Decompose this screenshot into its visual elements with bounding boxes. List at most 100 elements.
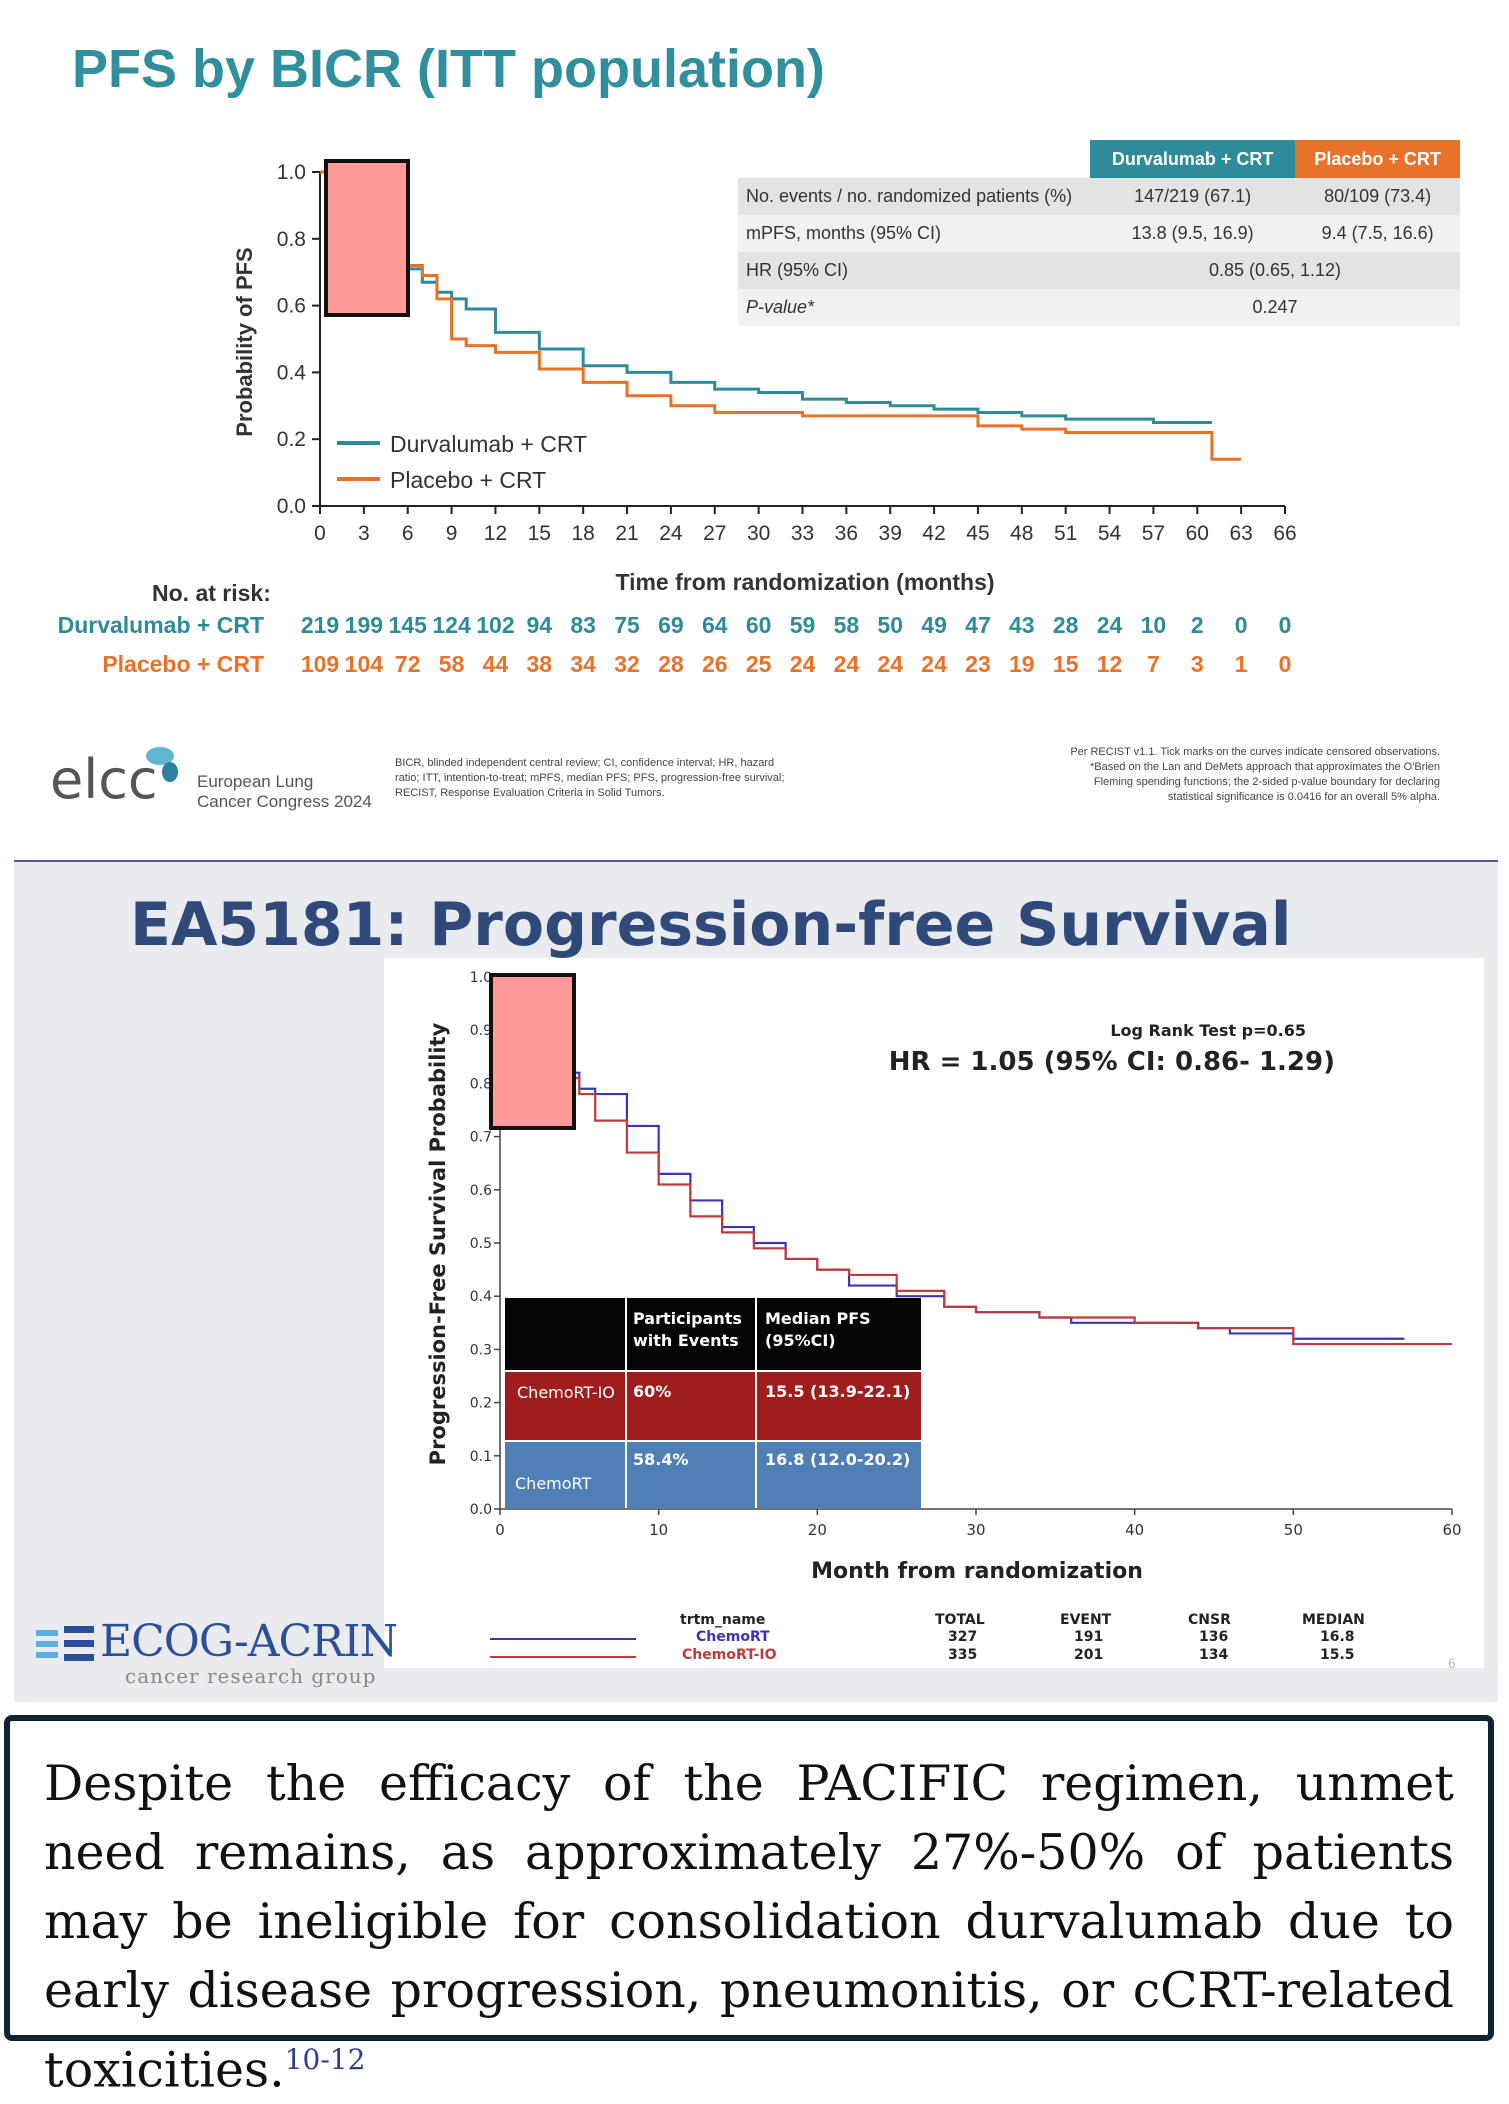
legend-cell: 191 <box>1074 1629 1104 1645</box>
x-tick-label: 20 <box>808 1521 827 1539</box>
risk-cell: 43 <box>1009 612 1035 638</box>
risk-cell: 28 <box>1052 612 1079 638</box>
x-tick-label: 12 <box>484 522 507 545</box>
risk-cell: 0 <box>1278 612 1292 638</box>
risk-cell: 38 <box>526 651 553 677</box>
ecog-logo-text: ECOG-ACRIN <box>100 1616 398 1667</box>
x-tick-label: 48 <box>1010 522 1033 545</box>
risk-cell: 145 <box>388 612 427 638</box>
x-axis-label: Time from randomization (months) <box>615 569 994 595</box>
y-tick-label: 0.4 <box>277 361 307 384</box>
x-tick-label: 45 <box>966 522 989 545</box>
risk-cell: 10 <box>1140 612 1167 638</box>
risk-cell: 94 <box>526 612 553 638</box>
legend-cell: 16.8 <box>1320 1629 1355 1645</box>
pfs-bicr-chart: 0 3 6 9 12 15 18 21 24 27 30 33 36 39 42 45 48 51 54 57 60 63… <box>232 159 1297 595</box>
x-tick-label: 54 <box>1098 522 1122 545</box>
risk-cell: 83 <box>570 612 596 638</box>
table-header-median: Median PFS (95%CI) <box>765 1309 871 1350</box>
page-number: 6 <box>1448 1655 1456 1671</box>
x-axis-label: Month from randomization <box>811 1559 1143 1584</box>
y-tick-label: 0.4 <box>470 1289 492 1305</box>
y-tick-label: 0.3 <box>470 1342 492 1358</box>
risk-cell: 12 <box>1096 651 1123 677</box>
elcc-subtitle: European Lung Cancer Congress 2024 <box>197 772 372 812</box>
legend-cell: 134 <box>1199 1647 1229 1663</box>
y-axis-label: Probability of PFS <box>232 247 257 436</box>
x-tick-label: 40 <box>1125 1521 1144 1539</box>
risk-cell: 25 <box>745 651 772 677</box>
legend-header-median: MEDIAN <box>1302 1612 1365 1628</box>
risk-cell: 23 <box>965 651 991 677</box>
stats-table: Durvalumab + CRT Placebo + CRT No. event… <box>738 140 1460 326</box>
logrank-text: Log Rank Test p=0.65 <box>1110 1021 1306 1040</box>
legend-line-chemort <box>490 1638 636 1640</box>
risk-cell: 64 <box>701 612 728 638</box>
table-cell: 0.247 <box>1252 297 1298 317</box>
y-tick-label: 0.8 <box>277 228 306 251</box>
table-cell: 16.8 (12.0-20.2) <box>765 1450 911 1469</box>
risk-cell: 219 <box>300 612 340 638</box>
table-cell: 0.85 (0.65, 1.12) <box>1208 260 1342 280</box>
table-row-name: ChemoRT <box>515 1474 592 1493</box>
risk-cell: 15 <box>1052 651 1079 677</box>
footnote-right-2: *Based on the Lan and DeMets approach th… <box>1089 761 1440 803</box>
footnote-right-1: Per RECIST v1.1. Tick marks on the curve… <box>1070 746 1440 758</box>
risk-cell: 75 <box>614 612 640 638</box>
legend-cell: 15.5 <box>1320 1647 1355 1663</box>
x-tick-label: 3 <box>358 522 370 545</box>
elcc-subtitle-1: European Lung <box>197 772 314 791</box>
y-tick-label: 0.0 <box>277 495 306 518</box>
elcc-logo: elcc <box>50 748 158 811</box>
ecog-logo-mark <box>36 1626 94 1661</box>
risk-cell: 24 <box>921 651 947 677</box>
legend-header-name: trtm_name <box>680 1612 766 1628</box>
table-row-label: No. events / no. randomized patients (%) <box>746 186 1073 206</box>
x-tick-label: 33 <box>791 522 814 545</box>
table-cell: 147/219 (67.1) <box>1134 186 1252 206</box>
risk-cell: 58 <box>438 651 465 677</box>
risk-cell: 44 <box>482 651 509 677</box>
y-axis-label: Progression-Free Survival Probability <box>426 1022 450 1465</box>
highlight-box <box>489 973 576 1130</box>
y-tick-label: 0.9 <box>470 1023 492 1039</box>
x-tick-label: 60 <box>1442 1521 1461 1539</box>
highlight-box <box>324 159 410 317</box>
x-tick-label: 60 <box>1186 522 1209 545</box>
risk-cell: 59 <box>789 612 816 638</box>
table-row-name: ChemoRT-IO <box>517 1383 615 1402</box>
legend-name-chemort: ChemoRT <box>696 1629 770 1645</box>
table-cell: 15.5 (13.9-22.1) <box>765 1382 911 1401</box>
x-tick-label: 42 <box>922 522 945 545</box>
legend-label-placebo: Placebo + CRT <box>390 467 546 493</box>
x-tick-label: 50 <box>1284 1521 1303 1539</box>
at-risk-label: No. at risk: <box>152 580 271 606</box>
risk-cell: 0 <box>1234 612 1248 638</box>
ea5181-legend: trtm_name TOTAL EVENT CNSR MEDIAN ChemoR… <box>0 1612 1509 1682</box>
y-tick-label: 1.0 <box>470 970 492 986</box>
x-tick-label: 9 <box>446 522 458 545</box>
x-tick-label: 0 <box>314 522 326 545</box>
x-tick-label: 36 <box>835 522 858 545</box>
risk-cell: 50 <box>877 612 904 638</box>
y-tick-label: 0.0 <box>470 1502 492 1518</box>
x-tick-label: 27 <box>703 522 726 545</box>
footnote-right: Per RECIST v1.1. Tick marks on the curve… <box>1065 745 1440 805</box>
risk-cell: 0 <box>1278 651 1292 677</box>
ea5181-title: EA5181: Progression-free Survival <box>130 890 1292 960</box>
risk-cell: 28 <box>658 651 684 677</box>
x-tick-label: 63 <box>1229 522 1252 545</box>
risk-cell: 124 <box>432 612 471 638</box>
hr-text: HR = 1.05 (95% CI: 0.86- 1.29) <box>889 1047 1335 1077</box>
y-tick-label: 0.8 <box>470 1076 492 1092</box>
legend-header-total: TOTAL <box>935 1612 985 1628</box>
legend-line-chemort-io <box>490 1656 636 1658</box>
risk-cell: 72 <box>394 651 421 677</box>
x-tick-label: 15 <box>528 522 551 545</box>
statement-box: Despite the efficacy of the PACIFIC regi… <box>4 1715 1494 2098</box>
elcc-logo-mark <box>146 747 178 782</box>
risk-cell: 49 <box>921 612 947 638</box>
risk-cell: 32 <box>614 651 640 677</box>
risk-cell: 2 <box>1190 612 1204 638</box>
risk-cell: 104 <box>344 651 384 677</box>
